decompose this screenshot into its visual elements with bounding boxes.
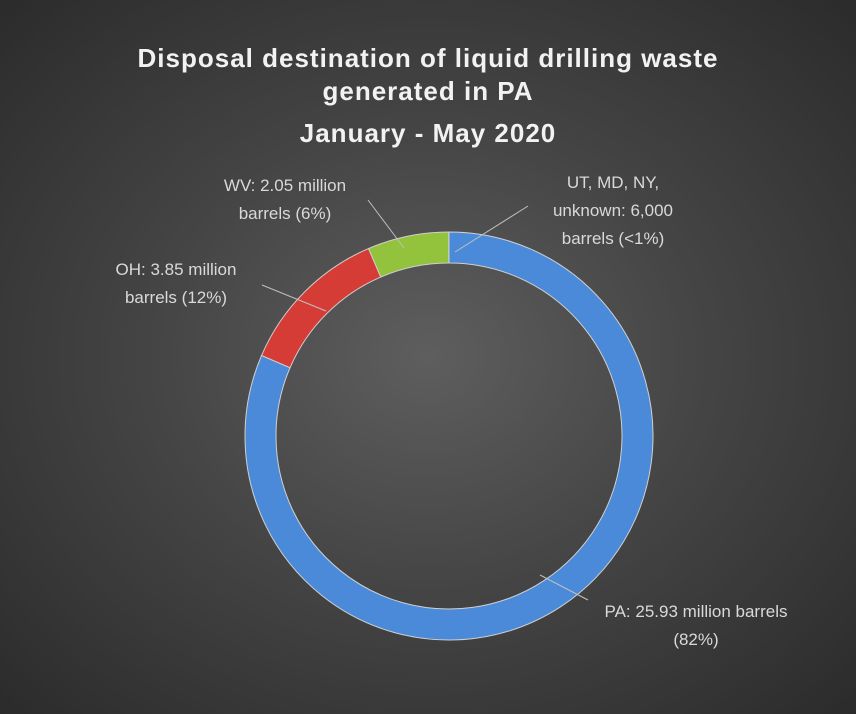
- leader-line: [539, 574, 589, 601]
- data-label: OH: 3.85 million barrels (12%): [115, 260, 237, 307]
- data-label: WV: 2.05 million barrels (6%): [223, 176, 347, 223]
- chart-subtitle: January - May 2020: [299, 118, 557, 148]
- data-label: PA: 25.93 million barrels (82%): [604, 602, 788, 649]
- chart-title: Disposal destination of liquid drilling …: [137, 43, 719, 106]
- donut-segment: [260, 247, 382, 369]
- donut-segment: [367, 231, 450, 278]
- leader-lines: [261, 199, 589, 601]
- leader-line: [261, 284, 327, 312]
- leader-line: [454, 205, 529, 253]
- donut-segment: [244, 231, 654, 641]
- data-label: UT, MD, NY, unknown: 6,000 barrels (<1%): [552, 173, 674, 248]
- leader-line: [367, 199, 405, 249]
